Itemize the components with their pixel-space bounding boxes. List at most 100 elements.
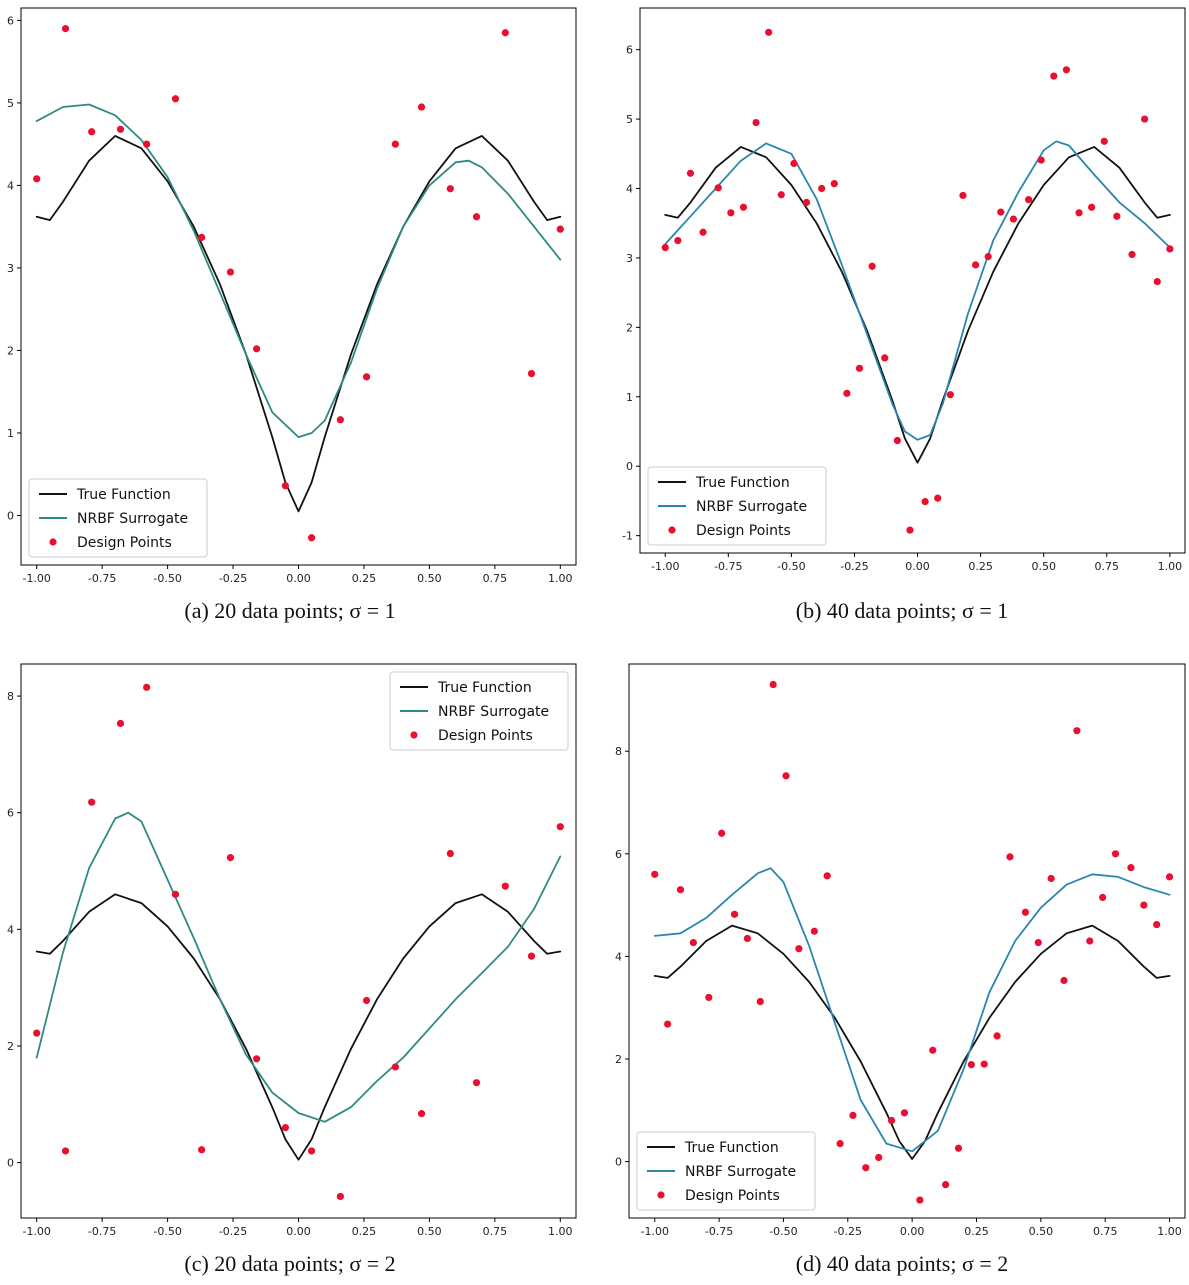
x-tick-label: -0.50 (777, 560, 805, 573)
y-tick-label: 1 (7, 427, 14, 440)
design-point (997, 208, 1005, 216)
y-tick-label: 6 (615, 848, 622, 861)
design-point (253, 1055, 261, 1063)
y-tick-label: 1 (626, 391, 633, 404)
x-tick-label: -0.25 (219, 572, 247, 585)
design-point (556, 225, 564, 233)
x-tick-label: -0.75 (705, 1225, 733, 1238)
design-point (1099, 893, 1107, 901)
y-tick-label: 0 (626, 460, 633, 473)
legend-b: True Function NRBF Surrogate Design Points (647, 466, 827, 546)
design-point (661, 243, 669, 252)
x-tick-label: 0.00 (286, 1225, 311, 1238)
x-tick-label: -0.50 (153, 1225, 181, 1238)
design-point (527, 952, 536, 960)
legend-label: Design Points (438, 728, 533, 744)
design-point (1073, 727, 1081, 735)
design-point (391, 1063, 399, 1071)
legend-label: NRBF Surrogate (438, 704, 549, 720)
design-point (743, 934, 752, 943)
design-point (1140, 901, 1148, 909)
design-point (1075, 209, 1083, 217)
true-function-line-a (35, 134, 562, 513)
panel-a: -1.00 -0.75 -0.50 -0.25 0.00 0.25 0.50 0.75 1.00… (7, 7, 577, 585)
design-point (664, 1020, 672, 1028)
design-point (843, 389, 851, 397)
design-point (501, 882, 509, 890)
design-point (881, 354, 889, 362)
y-tick-label: 2 (615, 1053, 622, 1066)
x-tick-label: 0.25 (968, 560, 993, 573)
true-function-line-d (653, 924, 1171, 1160)
design-point (116, 719, 125, 728)
design-point (281, 1124, 290, 1132)
design-point (362, 996, 371, 1005)
y-tick-label: 6 (626, 44, 633, 57)
y-tick-label: 2 (7, 344, 14, 357)
design-point (143, 683, 151, 691)
x-tick-label: -0.75 (88, 572, 116, 585)
design-point (818, 184, 826, 193)
legend-label: True Function (76, 487, 171, 503)
design-point (61, 1147, 70, 1155)
design-point (777, 191, 785, 199)
true-function-line-c (35, 893, 562, 1161)
design-point (1060, 976, 1068, 985)
design-point (362, 373, 371, 381)
legend-point-swatch (668, 526, 676, 534)
design-point (727, 209, 735, 217)
x-tick-label: 0.00 (900, 1225, 925, 1238)
x-tick-label: -0.75 (88, 1225, 116, 1238)
design-point (739, 203, 748, 211)
design-point (686, 169, 695, 177)
panel-c: -1.00 -0.75 -0.50 -0.25 0.00 0.25 0.50 0.75 1.00… (7, 663, 577, 1238)
design-point (790, 159, 798, 168)
design-point (730, 910, 739, 918)
y-tick-label: 5 (626, 113, 633, 126)
design-point (967, 1061, 975, 1069)
design-point (1141, 115, 1149, 123)
design-point (893, 436, 901, 445)
panel-d: -1.00 -0.75 -0.50 -0.25 0.00 0.25 0.50 0.75 1.00… (615, 663, 1186, 1238)
y-tick-label: 4 (7, 179, 14, 192)
x-tick-label: 1.00 (1157, 1225, 1182, 1238)
design-point (1086, 937, 1094, 945)
design-point (980, 1060, 988, 1068)
design-point (1128, 250, 1136, 259)
design-point (802, 198, 811, 206)
caption-c: (c) 20 data points; σ = 2 (184, 1251, 395, 1276)
panel-b: -1.00 -0.75 -0.50 -0.25 0.00 0.25 0.50 0.75 1.00… (622, 7, 1186, 573)
design-point (501, 29, 509, 37)
y-tick-label: 6 (7, 14, 14, 27)
y-tick-label: 4 (7, 923, 14, 936)
design-point (1153, 277, 1161, 286)
legend-label: NRBF Surrogate (685, 1164, 796, 1180)
design-point (959, 191, 967, 200)
design-point (226, 854, 235, 862)
design-point (971, 261, 980, 269)
legend-point-swatch (410, 731, 418, 739)
x-tick-label: 0.50 (417, 1225, 442, 1238)
y-tick-label: 5 (7, 97, 14, 110)
design-point (674, 236, 682, 245)
x-tick-label: -1.00 (641, 1225, 669, 1238)
design-point (916, 1196, 924, 1204)
x-tick-label: -1.00 (22, 1225, 50, 1238)
design-point (795, 945, 803, 953)
x-tick-label: 0.75 (483, 572, 508, 585)
design-point (855, 364, 864, 372)
x-tick-label: -1.00 (651, 560, 679, 573)
x-tick-label: -0.50 (769, 1225, 797, 1238)
x-tick-label: 0.75 (1093, 1225, 1118, 1238)
design-point (769, 680, 777, 689)
design-point (336, 1192, 344, 1201)
design-point (689, 938, 697, 947)
design-point (651, 870, 659, 878)
x-tick-label: 0.75 (1095, 560, 1120, 573)
design-point (900, 1109, 909, 1117)
design-point (1166, 245, 1174, 253)
design-point (1009, 215, 1018, 223)
design-point (527, 369, 536, 378)
legend-label: True Function (684, 1140, 779, 1156)
